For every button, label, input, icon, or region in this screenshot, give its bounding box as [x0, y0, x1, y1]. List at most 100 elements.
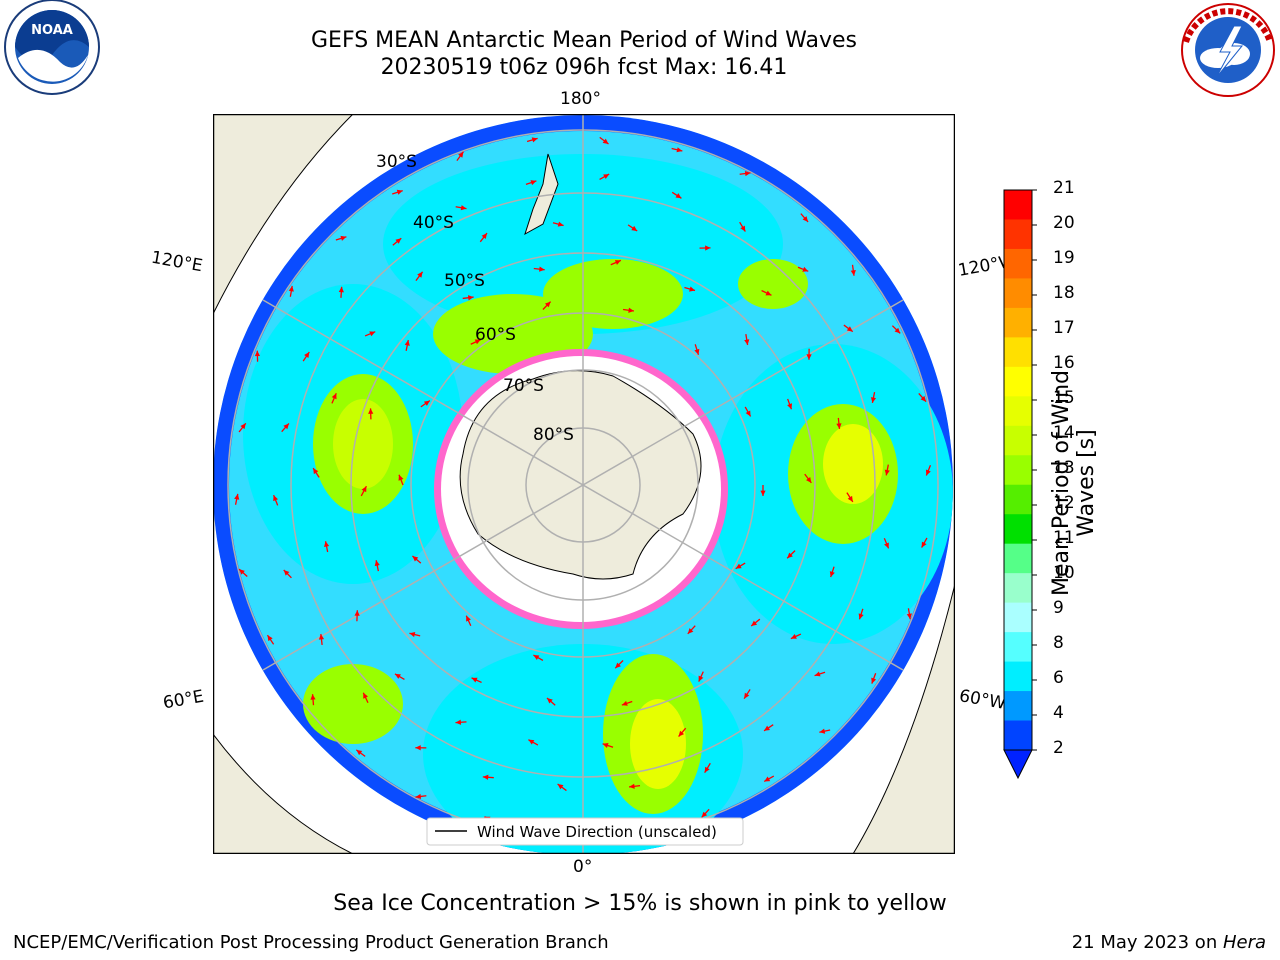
wave-direction-arrowhead [802, 266, 809, 272]
colorbar-segment [1004, 219, 1032, 250]
wave-direction-arrowhead [765, 290, 772, 296]
wave-direction-arrowhead [544, 301, 551, 308]
wave-direction-arrowhead [615, 662, 621, 669]
noaa-logo-text: NOAA [31, 23, 73, 38]
wave-direction-arrowhead [704, 766, 710, 773]
wave-direction-arrowhead [687, 628, 694, 634]
wave-direction-arrowhead [836, 423, 842, 429]
colorbar-segment [1004, 691, 1032, 722]
colorbar-tick-label: 10 [1053, 563, 1075, 583]
wave-direction-arrowhead [829, 571, 835, 578]
wave-direction-arrowhead [806, 476, 812, 483]
colorbar-segment [1004, 307, 1032, 338]
wave-direction-arrowhead [234, 493, 240, 500]
lon-label-60e: 60°E [161, 686, 206, 714]
wave-direction-arrowhead [806, 354, 812, 360]
wave-direction-arrowhead [331, 393, 337, 400]
wave-direction-arrowhead [471, 677, 478, 683]
colorbar-label: Mean Period of Wind Waves [s] [1049, 370, 1099, 597]
wave-direction-arrowhead [288, 285, 294, 292]
wave-direction-arrowhead [676, 147, 683, 153]
wave-direction-arrowhead [802, 216, 809, 222]
wave-direction-arrowhead [894, 327, 901, 334]
footer-date-text: 21 May 2023 on [1071, 932, 1223, 953]
colorbar-tick-label: 20 [1053, 213, 1075, 233]
lat-label-30s: 30°S [376, 152, 417, 172]
wave-direction-arrowhead [629, 783, 635, 789]
wave-direction-arrowhead [621, 700, 628, 706]
wave-direction-arrowhead [240, 423, 246, 430]
colorbar-tick-label: 8 [1053, 633, 1064, 653]
wave-direction-arrowhead [474, 339, 481, 345]
nws-logo [1181, 3, 1275, 97]
wave-direction-arrowhead [760, 490, 766, 496]
wave-direction-arrowhead [546, 697, 553, 704]
wave-direction-arrowhead [705, 245, 711, 251]
colorbar-tick-label: 12 [1053, 493, 1075, 513]
wave-direction-arrowhead [409, 632, 416, 638]
wave-direction-arrowhead [267, 635, 273, 642]
wave-direction-arrowhead [819, 728, 826, 734]
lat-label-70s: 70°S [503, 376, 544, 396]
wave-direction-arrowhead [530, 180, 537, 186]
wave-direction-arrowhead [338, 286, 344, 293]
colorbar-tick-label: 18 [1053, 283, 1075, 303]
wave-direction-arrowhead [744, 692, 750, 699]
colorbar-segment [1004, 425, 1032, 456]
colorbar-segment [1004, 514, 1032, 545]
wave-direction-arrowhead [354, 610, 360, 616]
colorbar-segment [1004, 720, 1032, 751]
wave-direction-arrowhead [846, 326, 853, 332]
wave-direction-arrowhead [467, 295, 474, 301]
lon-label-180: 180° [560, 89, 601, 109]
wave-direction-arrowhead [415, 745, 421, 751]
new-zealand-land [524, 153, 559, 236]
wave-direction-arrowhead [455, 719, 462, 725]
lat-label-50s: 50°S [444, 271, 485, 291]
wave-direction-arrowhead [925, 469, 931, 476]
colorbar-extend-min [1003, 749, 1033, 780]
wave-direction-arrowhead [404, 340, 410, 346]
wave-direction-arrowhead [628, 307, 634, 313]
wave-direction-arrowhead [254, 350, 261, 357]
wave-direction-arrowhead [466, 615, 471, 622]
wave-direction-arrowhead [602, 138, 609, 145]
wave-direction-arrowhead [363, 692, 368, 699]
colorbar-tick-label: 14 [1053, 423, 1075, 443]
wind-wave-arrows [234, 136, 932, 835]
legend-label: Wind Wave Direction (unscaled) [477, 823, 717, 841]
wave-direction-arrowhead [675, 193, 682, 199]
wave-direction-arrowhead [751, 620, 758, 626]
wave-period-field [213, 115, 953, 854]
wave-direction-arrowhead [764, 776, 771, 782]
wave-direction-arrowhead [318, 634, 325, 640]
wave-direction-arrowhead [906, 613, 912, 620]
wave-direction-arrowhead [764, 725, 770, 731]
colorbar-segment [1004, 190, 1032, 220]
wave-direction-arrowhead [310, 694, 316, 700]
colorbar-segment [1004, 248, 1032, 279]
colorbar-segment [1004, 366, 1032, 397]
wave-direction-arrowhead [283, 569, 290, 576]
wave-direction-arrowhead [701, 811, 708, 818]
footer-date: 21 May 2023 on Hera [1072, 932, 1266, 953]
wave-direction-arrowhead [787, 552, 793, 559]
antarctica-land [459, 370, 702, 580]
lat-label-80s: 80°S [533, 425, 574, 445]
wave-direction-arrowhead [678, 730, 685, 737]
wave-direction-arrowhead [744, 339, 750, 345]
wave-direction-arrowhead [460, 205, 467, 211]
wave-direction-arrowhead [239, 569, 245, 575]
wave-direction-arrowhead [415, 793, 422, 800]
wave-direction-arrowhead [528, 739, 535, 745]
wave-direction-arrowhead [412, 555, 419, 562]
wave-direction-arrowhead [356, 749, 363, 756]
colorbar-segment [1004, 661, 1032, 692]
colorbar [1003, 189, 1037, 780]
wave-direction-arrowhead [482, 774, 489, 780]
wave-direction-arrowhead [283, 423, 289, 430]
wave-direction-arrowhead [417, 271, 423, 278]
wave-direction-arrowhead [735, 563, 742, 569]
colorbar-segment [1004, 337, 1032, 368]
south-america-land [852, 583, 955, 854]
